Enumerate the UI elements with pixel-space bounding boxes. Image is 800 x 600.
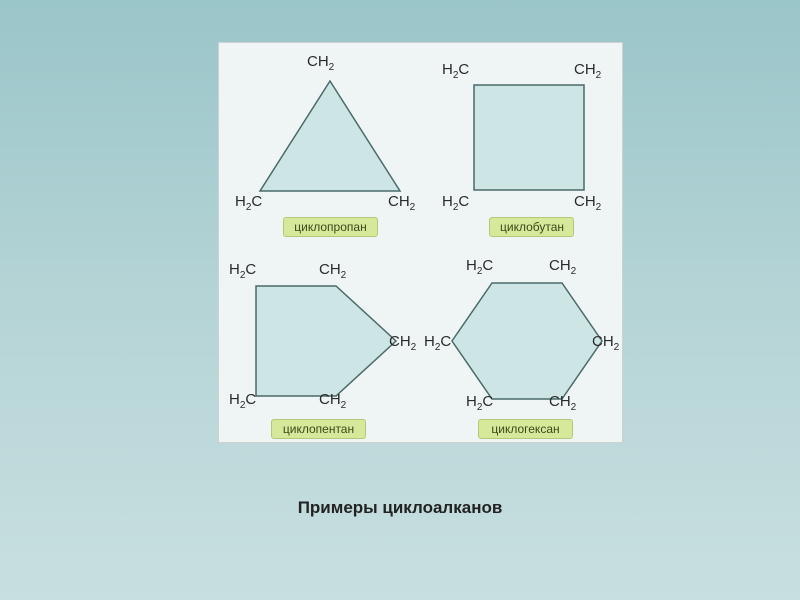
cyclopropane-vertex-0: CH2 — [307, 53, 334, 73]
cyclobutane-name-badge: циклобутан — [489, 217, 574, 237]
molecule-cyclohexane: H2C CH2 H2C CH2 H2C CH2 циклогексан — [424, 253, 624, 453]
cyclopentane-name-badge: циклопентан — [271, 419, 366, 439]
cyclobutane-shape — [454, 75, 604, 205]
cyclopentane-vertex-3: H2C — [229, 391, 256, 411]
cyclohexane-vertex-5: CH2 — [549, 393, 576, 413]
cyclohexane-vertex-4: H2C — [466, 393, 493, 413]
cyclobutane-vertex-1: CH2 — [574, 61, 601, 81]
molecule-cyclobutane: H2CCH2H2CCH2циклобутан — [434, 53, 624, 253]
cyclobutane-vertex-2: H2C — [442, 193, 469, 213]
cyclopropane-vertex-1: H2C — [235, 193, 262, 213]
cyclobutane-vertex-3: CH2 — [574, 193, 601, 213]
cyclopropane-name-badge: циклопропан — [283, 217, 378, 237]
caption-text: Примеры циклоалканов — [0, 498, 800, 518]
cyclopentane-shape — [241, 271, 411, 411]
cyclohexane-vertex-2: H2C — [424, 333, 451, 353]
cyclopentane-vertex-1: CH2 — [319, 261, 346, 281]
cyclohexane-vertex-0: H2C — [466, 257, 493, 277]
cyclohexane-vertex-3: CH2 — [592, 333, 619, 353]
cyclopentane-vertex-2: CH2 — [389, 333, 416, 353]
cyclopropane-vertex-2: CH2 — [388, 193, 415, 213]
cyclopropane-shape — [250, 73, 410, 203]
cyclohexane-shape — [442, 271, 612, 411]
cyclobutane-vertex-0: H2C — [442, 61, 469, 81]
diagram-panel: CH2H2CCH2циклопропанH2CCH2H2CCH2циклобут… — [218, 42, 623, 443]
cyclopentane-vertex-4: CH2 — [319, 391, 346, 411]
molecule-cyclopropane: CH2 H2C CH2 циклопропан — [235, 53, 425, 253]
cyclopentane-vertex-0: H2C — [229, 261, 256, 281]
molecule-cyclopentane: H2C CH2 CH2 H2C CH2 циклопентан — [219, 253, 429, 453]
cyclohexane-name-badge: циклогексан — [478, 419, 573, 439]
cyclohexane-vertex-1: CH2 — [549, 257, 576, 277]
